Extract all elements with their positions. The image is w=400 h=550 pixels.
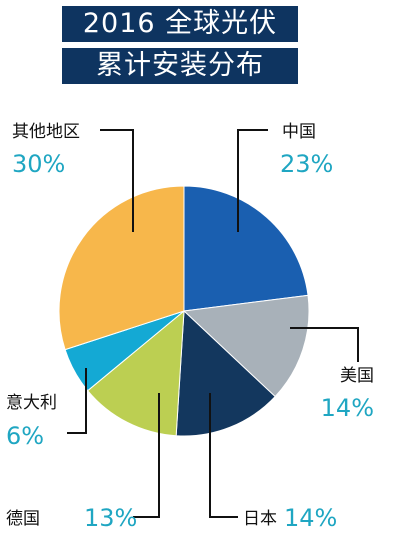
slice-5-category-label: 意大利 (6, 393, 57, 413)
chart-title-line-1: 2016 全球光伏 (62, 6, 298, 42)
chart-title-line-2: 累计安装分布 (62, 48, 298, 84)
slice-1 (183, 185, 309, 312)
slice-6-value-label: 30% (12, 150, 65, 178)
slice-3 (175, 309, 276, 437)
slice-2-value-label: 14% (321, 394, 374, 422)
slice-1-category-label: 中国 (282, 122, 316, 142)
slice-6-category-label: 其他地区 (12, 122, 80, 142)
slice-2-leader-line (290, 327, 359, 362)
slice-2-category-label: 美国 (340, 366, 374, 386)
slice-1-leader-line (237, 129, 268, 232)
slice-5-value-label: 6% (6, 422, 44, 450)
slice-6-leader-line (100, 129, 134, 232)
slice-3-category-label: 日本 (243, 509, 277, 529)
slice-5-leader-line (67, 368, 87, 434)
slice-3-leader-line (209, 393, 238, 518)
slice-1-value-label: 23% (280, 150, 333, 178)
slice-4-value-label: 13% (84, 504, 137, 532)
slice-4-category-label: 德国 (6, 509, 40, 529)
slice-3-value-label: 14% (284, 504, 337, 532)
slice-6 (58, 185, 185, 351)
slice-2 (182, 294, 310, 398)
chart-title: 2016 全球光伏 累计安装分布 (62, 6, 298, 90)
slice-4-leader-line (133, 393, 160, 518)
